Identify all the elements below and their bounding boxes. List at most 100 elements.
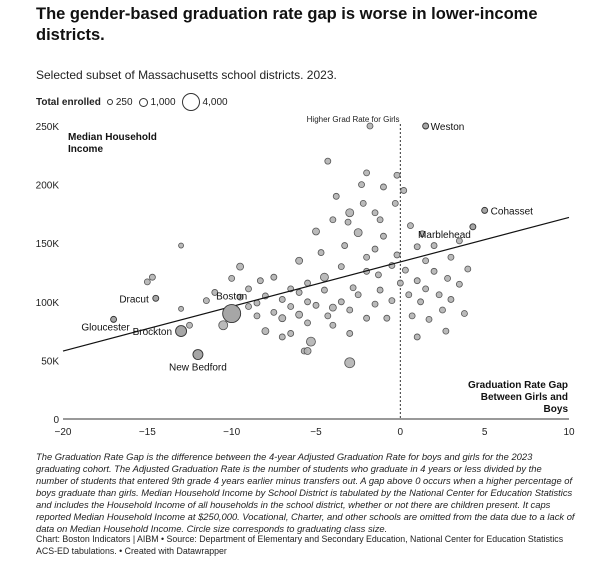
data-point <box>358 181 365 188</box>
x-tick-label: −5 <box>310 427 322 438</box>
data-point <box>371 300 379 308</box>
data-point <box>261 327 270 336</box>
point-label-new-bedford: New Bedford <box>169 363 227 374</box>
data-point <box>447 253 455 261</box>
data-point <box>363 169 371 177</box>
data-point <box>337 263 345 271</box>
data-point <box>329 216 337 224</box>
data-point <box>304 298 311 306</box>
data-point <box>328 303 337 312</box>
data-point <box>295 289 303 296</box>
legend-circle-small <box>106 99 113 105</box>
y-tick-label: 50K <box>41 356 59 367</box>
data-point <box>344 218 352 226</box>
data-point <box>186 321 193 329</box>
data-point <box>236 262 245 271</box>
chart-title: The gender-based graduation rate gap is … <box>36 5 538 44</box>
data-point <box>304 279 311 287</box>
source-credit: Chart: Boston Indicators | AIBM • Source… <box>36 534 564 556</box>
data-point <box>425 315 433 323</box>
data-point <box>287 330 295 337</box>
legend-item-250: 250 <box>106 96 133 108</box>
data-point <box>324 157 332 165</box>
legend-label-4000: 4,000 <box>202 96 228 108</box>
data-point <box>413 243 421 251</box>
data-point <box>417 298 424 306</box>
legend-circle-large <box>181 93 200 111</box>
data-point <box>337 298 345 306</box>
data-point <box>303 347 312 355</box>
chart-subtitle: Selected subset of Massachusetts school … <box>36 68 337 82</box>
data-point <box>444 274 451 282</box>
labeled-point-dracut <box>152 294 160 302</box>
data-point <box>312 301 320 309</box>
data-point <box>312 227 320 236</box>
data-point <box>143 278 151 286</box>
data-point <box>202 297 210 305</box>
x-tick-label: −15 <box>139 427 156 438</box>
labeled-point-gloucester <box>110 315 118 323</box>
data-point <box>455 280 463 288</box>
data-point <box>320 272 329 282</box>
data-point <box>400 187 408 194</box>
legend-title: Total enrolled <box>36 96 101 108</box>
y-tick-label: 150K <box>36 239 60 250</box>
data-point <box>270 273 278 281</box>
data-point <box>332 192 340 200</box>
data-point <box>366 122 374 130</box>
data-point <box>218 320 229 331</box>
data-point <box>178 242 184 249</box>
data-point <box>228 274 236 282</box>
data-point <box>413 277 421 285</box>
data-point <box>371 209 379 217</box>
data-point <box>430 242 438 249</box>
data-point <box>363 314 371 322</box>
marks-group <box>62 122 570 369</box>
point-label-brockton: Brockton <box>133 327 172 338</box>
x-axis-title-line2: Between Girls and <box>481 392 568 403</box>
labeled-point-boston <box>222 304 242 323</box>
data-point <box>439 306 446 314</box>
data-point <box>346 330 354 337</box>
point-label-marblehead: Marblehead <box>418 230 471 241</box>
point-label-gloucester: Gloucester <box>81 322 130 333</box>
data-point <box>435 291 443 299</box>
y-tick-label: 250K <box>36 122 60 133</box>
y-axis-title-line2: Income <box>68 144 103 155</box>
data-point <box>391 199 399 207</box>
trend-line <box>62 216 570 352</box>
data-point <box>295 256 304 265</box>
data-point <box>413 333 421 341</box>
data-point <box>211 289 219 296</box>
data-point <box>354 291 362 299</box>
data-point <box>317 249 325 256</box>
data-point <box>321 286 328 294</box>
data-point <box>295 310 304 319</box>
data-point <box>375 271 382 279</box>
methodology-notes: The Graduation Rate Gap is the differenc… <box>36 451 575 534</box>
legend-circle-medium <box>138 97 148 107</box>
data-point <box>359 199 367 207</box>
data-point <box>401 266 409 274</box>
point-label-weston: Weston <box>431 122 465 133</box>
data-point <box>405 291 413 299</box>
data-point <box>306 336 316 347</box>
data-point <box>430 267 438 275</box>
labeled-point-marblehead <box>469 223 477 231</box>
labeled-point-new-bedford <box>192 349 204 360</box>
data-point <box>422 257 430 265</box>
data-point <box>380 232 387 240</box>
data-point <box>278 333 286 341</box>
region-label-girls: Higher Grad Rate for Girls <box>307 115 400 124</box>
data-point <box>396 279 404 287</box>
labeled-point-cohasset <box>481 206 489 214</box>
legend-label-250: 250 <box>115 96 133 108</box>
data-point <box>464 265 472 273</box>
data-point <box>461 310 468 317</box>
data-point <box>329 321 337 329</box>
x-axis-title-line3: Boys <box>544 404 569 415</box>
data-point <box>344 357 356 369</box>
x-tick-label: −20 <box>55 427 72 438</box>
data-point <box>371 245 379 253</box>
x-axis-title-line1: Graduation Rate Gap <box>468 380 568 391</box>
